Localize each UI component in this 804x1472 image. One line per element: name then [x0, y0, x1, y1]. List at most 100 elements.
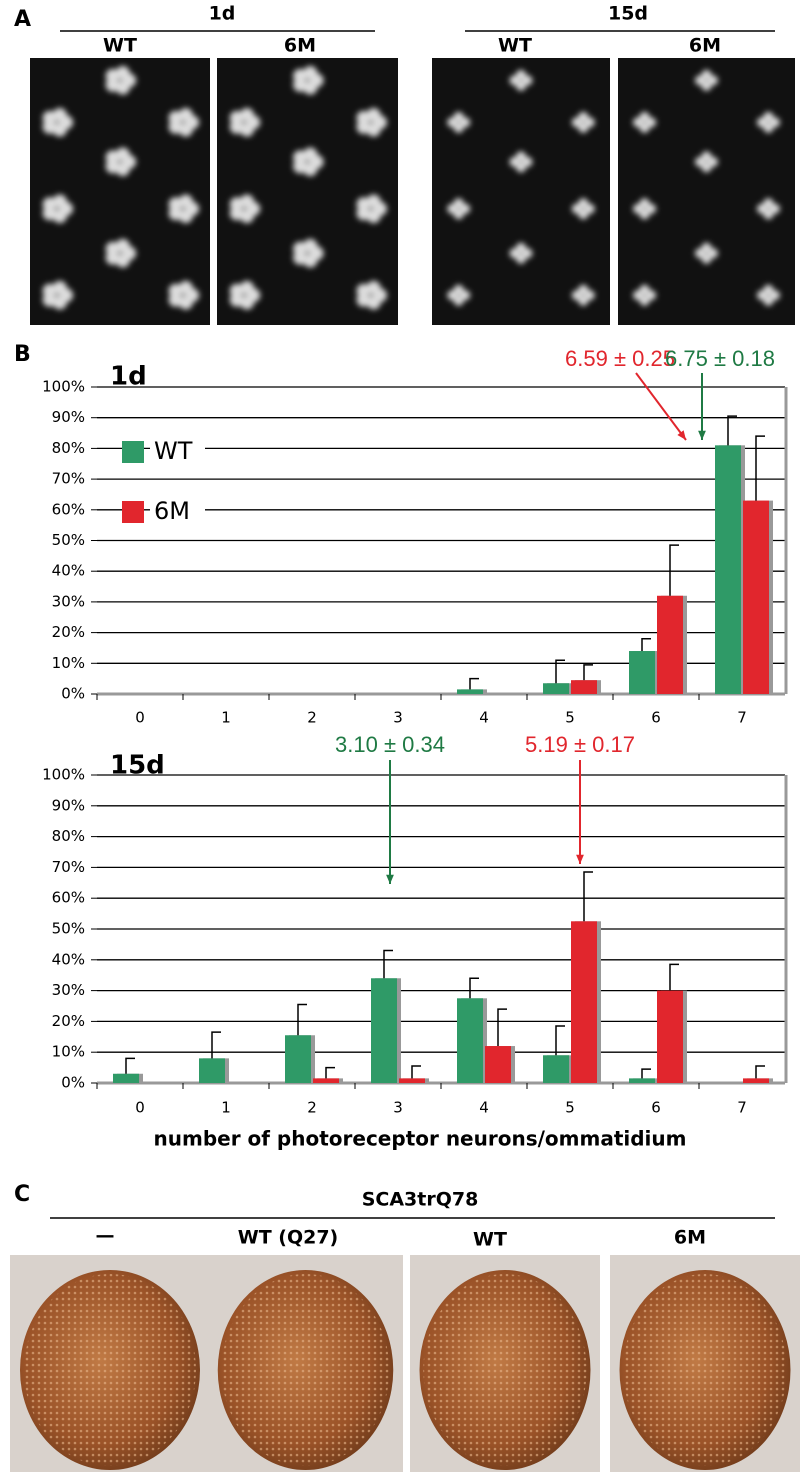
bar	[543, 1055, 569, 1083]
bar	[285, 1035, 311, 1083]
y-tick-label: 60%	[52, 500, 85, 518]
y-tick-label: 90%	[52, 408, 85, 426]
bar	[485, 1046, 511, 1083]
error-bar	[384, 951, 393, 979]
bar	[743, 501, 769, 694]
error-bar	[728, 416, 737, 445]
rhabdomere	[240, 281, 254, 295]
y-tick-label: 40%	[52, 562, 85, 580]
panel-label: C	[14, 1182, 30, 1207]
x-tick-label: 2	[307, 709, 317, 727]
bar	[715, 445, 741, 694]
annotation: 5.19 ± 0.17	[525, 732, 635, 757]
bar	[199, 1058, 225, 1083]
error-bar	[584, 665, 593, 680]
error-bar	[670, 964, 679, 990]
rhabdomere	[763, 198, 773, 208]
bar	[313, 1078, 339, 1083]
panel-c: C SCA3trQ78 — WT (Q27) WT 6M	[10, 1182, 800, 1472]
rhabdomere	[367, 108, 381, 122]
group-title: 1d	[209, 3, 236, 25]
y-tick-label: 20%	[52, 1012, 85, 1030]
image-label: 6M	[284, 35, 316, 57]
rhabdomere	[240, 194, 254, 208]
eye-facets	[24, 1274, 196, 1466]
rhabdomere	[303, 239, 317, 253]
legend-swatch	[122, 501, 144, 523]
legend-swatch	[122, 441, 144, 463]
rhabdomere	[179, 108, 193, 122]
y-tick-label: 50%	[52, 531, 85, 549]
rhabdomere	[454, 112, 464, 122]
bar	[571, 921, 597, 1083]
bar	[457, 998, 483, 1083]
panel-label: A	[14, 7, 31, 32]
rhabdomere	[640, 112, 650, 122]
rhabdomere	[303, 66, 317, 80]
x-tick-label: 4	[479, 709, 489, 727]
image-label: WT	[473, 1229, 507, 1251]
image-label: WT (Q27)	[238, 1227, 339, 1249]
error-bar	[756, 1066, 765, 1078]
y-tick-label: 70%	[52, 858, 85, 876]
annotation: 6.59 ± 0.25	[565, 346, 675, 371]
rhabdomere	[763, 285, 773, 295]
x-tick-label: 1	[221, 1099, 231, 1117]
bar	[743, 1078, 769, 1083]
panel-a: A 1d WT 6M 15d WT 6M	[14, 3, 795, 326]
rhabdomere	[179, 281, 193, 295]
annotation-arrow	[636, 373, 686, 440]
error-bar	[498, 1009, 507, 1046]
annotation: 3.10 ± 0.34	[335, 732, 445, 757]
error-bar	[642, 639, 651, 651]
error-bar	[584, 872, 593, 921]
rhabdomere	[763, 112, 773, 122]
panel-label: B	[14, 342, 31, 367]
figure: A 1d WT 6M 15d WT 6M B C SCA3trQ78 — WT …	[0, 0, 804, 1472]
bar	[457, 689, 483, 694]
error-bar	[756, 436, 765, 500]
x-tick-label: 0	[135, 1099, 145, 1117]
y-tick-label: 80%	[52, 439, 85, 457]
rhabdomere	[53, 194, 67, 208]
y-tick-label: 100%	[42, 378, 85, 396]
error-bar	[126, 1058, 135, 1073]
error-bar	[212, 1032, 221, 1058]
rhabdomere	[367, 281, 381, 295]
y-tick-label: 20%	[52, 623, 85, 641]
x-tick-label: 2	[307, 1099, 317, 1117]
x-tick-label: 5	[565, 709, 575, 727]
bar	[657, 991, 683, 1083]
rhabdomere	[516, 151, 526, 161]
rhabdomere	[367, 194, 381, 208]
y-tick-label: 0%	[61, 1074, 85, 1092]
error-bar	[670, 545, 679, 596]
rhabdomere	[53, 108, 67, 122]
x-tick-label: 3	[393, 1099, 403, 1117]
y-tick-label: 60%	[52, 889, 85, 907]
x-axis-label: number of photoreceptor neurons/ommatidi…	[154, 1127, 687, 1151]
legend-label: WT	[154, 437, 193, 465]
bar	[543, 683, 569, 694]
rhabdomere	[702, 70, 712, 80]
image-label: WT	[103, 35, 137, 57]
image-label: WT	[498, 35, 532, 57]
y-tick-label: 90%	[52, 796, 85, 814]
rhabdomere	[702, 151, 712, 161]
annotation: 6.75 ± 0.18	[665, 346, 775, 371]
image-label: 6M	[674, 1227, 706, 1249]
y-tick-label: 10%	[52, 1043, 85, 1061]
y-tick-label: 50%	[52, 920, 85, 938]
image-label: 6M	[689, 35, 721, 57]
arrow-head	[386, 875, 394, 884]
error-bar	[470, 978, 479, 998]
bar	[399, 1078, 425, 1083]
arrow-head	[576, 855, 584, 864]
error-bar	[326, 1068, 335, 1079]
error-bar	[556, 1026, 565, 1055]
error-bar	[298, 1004, 307, 1035]
y-tick-label: 80%	[52, 827, 85, 845]
chart-title: 15d	[110, 751, 165, 781]
y-tick-label: 70%	[52, 470, 85, 488]
group-title: 15d	[608, 3, 648, 25]
